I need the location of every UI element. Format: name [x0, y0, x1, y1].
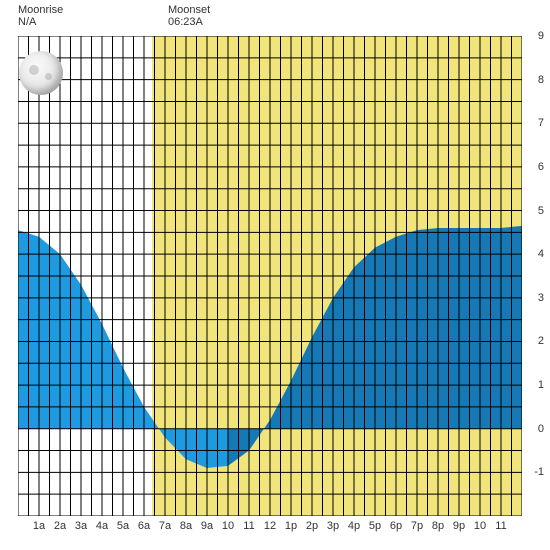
x-tick-label: 11: [243, 520, 254, 532]
x-tick-label: 1p: [285, 520, 297, 532]
x-tick-label: 9a: [201, 520, 213, 532]
x-tick-label: 1a: [33, 520, 45, 532]
y-tick-label: -1: [534, 466, 544, 478]
moonset-block: Moonset 06:23A: [168, 4, 318, 28]
x-tick-label: 7p: [411, 520, 423, 532]
x-tick-label: 2a: [54, 520, 66, 532]
moonrise-block: Moonrise N/A: [18, 4, 168, 28]
y-tick-label: 4: [538, 248, 544, 260]
moonset-value: 06:23A: [168, 16, 318, 28]
moon-icon: [19, 51, 63, 95]
x-tick-label: 2p: [306, 520, 318, 532]
x-tick-label: 4p: [348, 520, 360, 532]
y-tick-label: 9: [538, 30, 544, 42]
x-tick-label: 8p: [432, 520, 444, 532]
y-tick-label: 1: [538, 379, 544, 391]
x-tick-label: 9p: [453, 520, 465, 532]
x-tick-label: 3a: [75, 520, 87, 532]
x-tick-label: 7a: [159, 520, 171, 532]
x-tick-label: 3p: [327, 520, 339, 532]
x-tick-label: 5a: [117, 520, 129, 532]
x-tick-label: 12: [264, 520, 276, 532]
x-tick-label: 6a: [138, 520, 150, 532]
y-tick-label: 8: [538, 74, 544, 86]
header-labels: Moonrise N/A Moonset 06:23A: [18, 4, 318, 28]
x-tick-label: 6p: [390, 520, 402, 532]
y-tick-label: 2: [538, 335, 544, 347]
x-tick-label: 10: [474, 520, 486, 532]
x-tick-label: 4a: [96, 520, 108, 532]
y-tick-label: 5: [538, 205, 544, 217]
moonrise-value: N/A: [18, 16, 168, 28]
x-axis-labels: 1a 2a 3a 4a 5a 6a 7a 8a 9a 10 11 12 1p 2p 3p 4p 5p 6p 7p 8p…: [18, 520, 522, 536]
y-axis-labels: -10123456789: [526, 36, 548, 516]
y-tick-label: 3: [538, 292, 544, 304]
x-tick-label: 8a: [180, 520, 192, 532]
moonset-label: Moonset: [168, 4, 318, 16]
tide-chart: [18, 36, 522, 516]
y-tick-label: 6: [538, 161, 544, 173]
x-tick-label: 5p: [369, 520, 381, 532]
x-tick-label: 10: [222, 520, 234, 532]
y-tick-label: 7: [538, 117, 544, 129]
x-tick-label: 11: [495, 520, 506, 532]
y-tick-label: 0: [538, 423, 544, 435]
moonrise-label: Moonrise: [18, 4, 168, 16]
